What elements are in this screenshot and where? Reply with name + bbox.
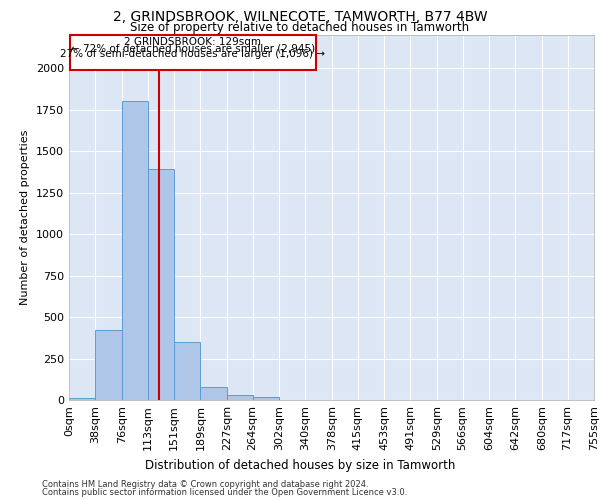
Bar [200,386,227,400]
Text: Size of property relative to detached houses in Tamworth: Size of property relative to detached ho… [130,21,470,34]
FancyBboxPatch shape [70,35,316,70]
Bar [253,397,279,400]
Bar [122,102,148,400]
Bar [69,398,95,400]
Text: 2 GRINDSBROOK: 129sqm: 2 GRINDSBROOK: 129sqm [124,38,261,48]
Bar [174,342,200,400]
Text: 2, GRINDSBROOK, WILNECOTE, TAMWORTH, B77 4BW: 2, GRINDSBROOK, WILNECOTE, TAMWORTH, B77… [113,10,487,24]
Bar [95,330,122,400]
Bar [148,168,174,400]
Text: Distribution of detached houses by size in Tamworth: Distribution of detached houses by size … [145,460,455,472]
Text: Contains HM Land Registry data © Crown copyright and database right 2024.: Contains HM Land Registry data © Crown c… [42,480,368,489]
Y-axis label: Number of detached properties: Number of detached properties [20,130,31,305]
Text: 27% of semi-detached houses are larger (1,096) →: 27% of semi-detached houses are larger (… [60,49,325,59]
Text: Contains public sector information licensed under the Open Government Licence v3: Contains public sector information licen… [42,488,407,497]
Text: ← 72% of detached houses are smaller (2,945): ← 72% of detached houses are smaller (2,… [71,44,315,54]
Bar [227,395,253,400]
